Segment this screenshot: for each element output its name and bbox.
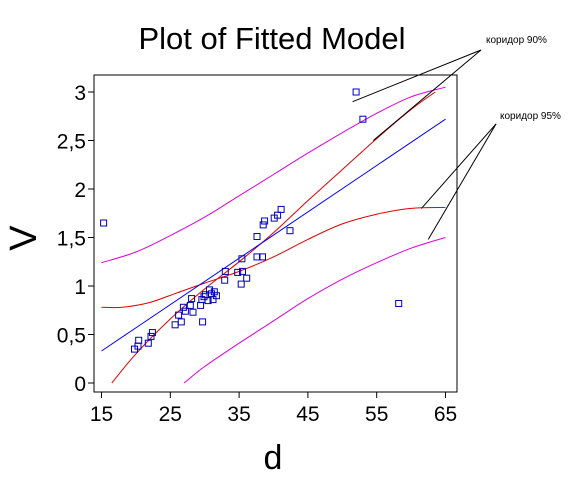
data-point [206,286,213,294]
data-point [144,339,152,347]
chart-title: Plot of Fitted Model [138,21,405,56]
y-tick-label: 0,5 [57,325,86,348]
data-point [100,219,108,227]
plot-area [93,74,458,393]
data-point [212,292,220,300]
data-point [253,233,261,240]
annotation-pointer [427,123,497,240]
annotation-pointer [421,123,497,209]
data-point [286,227,294,235]
x-axis-label: d [264,439,283,477]
annotation-pointer [352,49,482,103]
data-point [277,205,285,213]
x-axis-ticks: 15 25 35 45 55 65 [90,392,457,426]
y-tick-label: 1,5 [57,228,86,251]
annotation-95-label: коридор 95% [500,111,561,122]
data-point [221,267,229,275]
data-point [261,217,269,225]
x-tick-label: 65 [434,403,457,426]
data-point [259,253,266,261]
data-point [135,336,143,344]
annotation-pointer [372,49,482,141]
data-point [234,268,242,276]
data-point [237,280,245,288]
y-tick-label: 1 [74,276,86,299]
x-tick-label: 55 [365,403,388,426]
data-point [147,332,155,340]
data-point [221,276,229,284]
data-point [175,311,183,319]
x-tick-label: 25 [159,403,182,426]
x-tick-label: 15 [90,403,113,426]
data-point [148,329,156,337]
confidence-band-lower-curve [101,206,446,309]
data-point [204,297,212,305]
x-tick-label: 45 [296,403,319,426]
data-point [243,274,251,282]
data-point [188,295,196,303]
data-point [181,307,189,315]
data-point [359,115,367,123]
y-axis-ticks: 0 0,5 1 1,5 2 2,5 3 [57,82,94,396]
data-point [352,88,360,96]
fitted-line [101,118,446,352]
prediction-band-upper-curve [101,86,446,264]
y-tick-label: 2,5 [57,131,86,154]
data-point [239,267,246,275]
prediction-band-lower-curve [183,237,446,384]
data-point [200,293,208,301]
x-tick-label: 35 [227,403,250,426]
annotation-90-label: коридор 90% [486,35,547,46]
y-tick-label: 3 [74,82,86,105]
data-point [179,303,187,311]
data-point [259,221,267,229]
annotations: коридор 90% коридор 95% [352,35,561,240]
y-tick-label: 2 [74,179,86,202]
y-axis-label: V [3,225,45,251]
data-point [189,308,197,316]
data-point [238,255,246,263]
fit-line-layer [101,118,446,352]
data-point [395,300,403,307]
data-point [186,301,194,309]
data-points [100,88,403,353]
data-point [210,288,218,296]
data-point [177,318,185,326]
y-tick-label: 0 [74,373,86,396]
data-point [199,318,207,326]
